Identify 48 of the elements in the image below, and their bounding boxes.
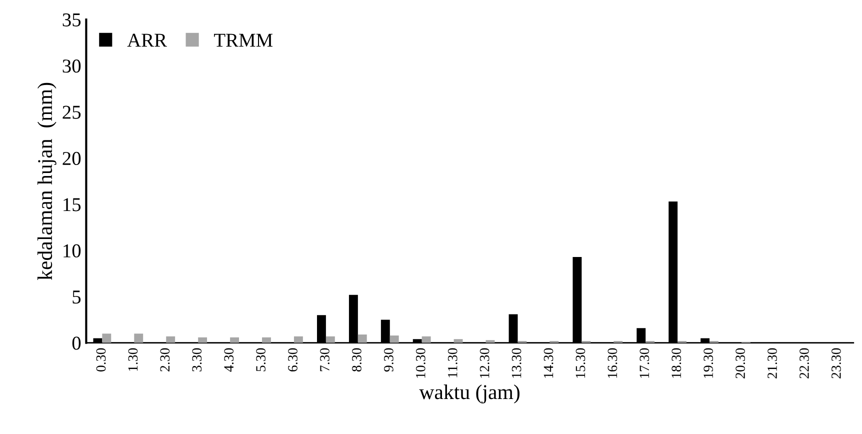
x-tick-label: 13.30 xyxy=(512,348,522,378)
y-tick-label: 25 xyxy=(62,106,81,119)
x-tick-label: 14.30 xyxy=(544,348,554,378)
bar xyxy=(294,336,303,343)
y-tick-label: 0 xyxy=(72,336,81,350)
x-tick-label: 17.30 xyxy=(640,348,650,378)
bar xyxy=(166,336,176,343)
x-tick-label: 16.30 xyxy=(608,348,618,378)
bar xyxy=(102,334,112,343)
x-tick-label: 0.30 xyxy=(96,348,106,372)
x-tick-label: 7.30 xyxy=(320,348,330,372)
x-tick-label: 4.30 xyxy=(224,348,234,372)
bar xyxy=(390,335,399,343)
bar xyxy=(198,337,208,343)
y-axis-title: kedalaman hujan (mm) xyxy=(37,82,56,280)
x-tick-label: 3.30 xyxy=(192,348,202,372)
bar xyxy=(230,337,239,343)
legend-label: TRMM xyxy=(214,34,273,47)
y-tick-label: 10 xyxy=(64,244,81,258)
x-axis-title: waktu (jam) xyxy=(419,384,520,404)
y-tick-label: 5 xyxy=(72,290,81,304)
x-tick-label: 19.30 xyxy=(704,348,714,378)
x-tick-label: 15.30 xyxy=(576,348,586,378)
y-tick-label: 30 xyxy=(62,60,81,73)
x-tick-label: 20.30 xyxy=(736,348,746,378)
bar xyxy=(454,339,463,343)
x-tick-label: 12.30 xyxy=(480,348,490,378)
x-tick-label: 21.30 xyxy=(768,348,778,378)
x-tick-label: 9.30 xyxy=(384,348,394,372)
x-tick-label: 5.30 xyxy=(256,348,266,372)
x-tick-label: 6.30 xyxy=(288,348,298,372)
bar xyxy=(326,336,335,343)
x-tick-label: 10.30 xyxy=(416,348,426,378)
bar xyxy=(422,336,431,343)
x-tick-label: 23.30 xyxy=(832,348,841,378)
x-tick-label: 1.30 xyxy=(128,348,138,371)
y-tick-label: 20 xyxy=(62,152,81,166)
legend-label: ARR xyxy=(127,34,167,47)
x-tick-label: 22.30 xyxy=(800,348,809,378)
bar xyxy=(358,334,367,343)
bar xyxy=(134,334,144,343)
x-tick-label: 18.30 xyxy=(672,348,682,378)
x-tick-label: 2.30 xyxy=(160,348,170,372)
y-tick-label: 35 xyxy=(62,13,81,26)
bar xyxy=(262,337,271,343)
x-tick-label: 11.30 xyxy=(448,348,458,378)
x-tick-label: 8.30 xyxy=(352,348,362,372)
y-tick-label: 15 xyxy=(64,198,81,212)
